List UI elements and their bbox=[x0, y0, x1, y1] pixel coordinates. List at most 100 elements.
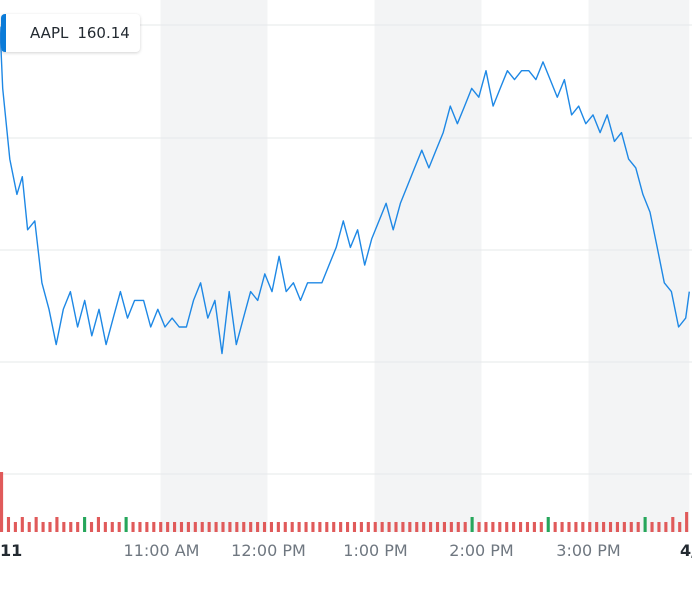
volume-bar bbox=[41, 522, 45, 532]
volume-bar bbox=[228, 522, 232, 532]
volume-bar bbox=[346, 522, 350, 532]
volume-bar bbox=[159, 522, 163, 532]
volume-bar bbox=[539, 522, 543, 532]
volume-bar bbox=[235, 522, 239, 532]
volume-bar bbox=[166, 522, 170, 532]
volume-bar bbox=[186, 522, 190, 532]
price-badge: AAPL 160.14 bbox=[1, 14, 140, 52]
volume-bar bbox=[214, 522, 218, 532]
volume-bar bbox=[103, 522, 107, 532]
volume-bar bbox=[608, 522, 613, 532]
volume-bar bbox=[484, 522, 488, 532]
volume-bar bbox=[193, 522, 197, 532]
volume-bar bbox=[449, 522, 453, 532]
volume-bar bbox=[352, 522, 357, 532]
volume-bar bbox=[152, 522, 156, 532]
volume-bar bbox=[512, 522, 516, 532]
volume-bar bbox=[256, 522, 260, 532]
volume-bar bbox=[117, 522, 121, 532]
time-band-1 bbox=[374, 0, 482, 532]
volume-bar bbox=[173, 522, 177, 532]
volume-bar bbox=[442, 522, 446, 532]
volume-bar bbox=[27, 522, 31, 532]
volume-bar bbox=[96, 517, 100, 532]
volume-bar bbox=[664, 522, 668, 532]
volume-bar bbox=[373, 522, 377, 532]
x-tick-label: 3:00 PM bbox=[556, 541, 621, 560]
volume-bar bbox=[138, 522, 142, 532]
series-swatch bbox=[1, 14, 6, 52]
volume-bar bbox=[491, 522, 495, 532]
volume-bar bbox=[124, 517, 128, 532]
volume-bar bbox=[435, 522, 440, 532]
volume-bar bbox=[678, 522, 682, 532]
volume-bar bbox=[269, 522, 273, 532]
volume-bar bbox=[643, 517, 647, 532]
x-tick-label: 2:00 PM bbox=[449, 541, 514, 560]
volume-bar bbox=[650, 522, 654, 532]
volume-bar bbox=[69, 522, 73, 532]
volume-bar bbox=[685, 512, 689, 532]
volume-bar bbox=[429, 522, 433, 532]
volume-bar bbox=[366, 522, 370, 532]
volume-bar bbox=[221, 522, 225, 532]
volume-bar bbox=[0, 472, 4, 532]
time-band-0 bbox=[160, 0, 268, 532]
volume-bar bbox=[408, 522, 412, 532]
volume-bar bbox=[283, 522, 287, 532]
volume-bar bbox=[532, 522, 536, 532]
volume-bar bbox=[657, 522, 661, 532]
volume-bar bbox=[546, 517, 550, 532]
volume-bar bbox=[55, 517, 59, 532]
volume-bar bbox=[422, 522, 426, 532]
volume-bar bbox=[553, 522, 557, 532]
volume-bar bbox=[615, 522, 619, 532]
volume-bar bbox=[622, 522, 626, 532]
volume-bar bbox=[560, 522, 564, 532]
volume-bar bbox=[207, 522, 211, 532]
volume-bar bbox=[62, 522, 66, 532]
volume-bar bbox=[110, 522, 114, 532]
x-tick-label: 12:00 PM bbox=[231, 541, 306, 560]
volume-bar bbox=[83, 517, 87, 532]
volume-bar bbox=[34, 517, 38, 532]
volume-bar bbox=[470, 517, 474, 532]
volume-bar bbox=[89, 522, 94, 532]
volume-bar bbox=[359, 522, 363, 532]
badge-symbol: AAPL bbox=[30, 24, 69, 42]
volume-bar bbox=[13, 522, 17, 532]
volume-bar bbox=[567, 522, 571, 532]
volume-bar bbox=[456, 522, 460, 532]
volume-bar bbox=[602, 522, 606, 532]
volume-bar bbox=[318, 522, 322, 532]
volume-bar bbox=[179, 522, 184, 532]
volume-bar bbox=[629, 522, 633, 532]
volume-bar bbox=[262, 522, 267, 532]
volume-bar bbox=[394, 522, 398, 532]
volume-bar bbox=[290, 522, 294, 532]
volume-bar bbox=[671, 517, 675, 532]
volume-bar bbox=[276, 522, 280, 532]
volume-bar bbox=[387, 522, 391, 532]
x-tick-label: 11:00 AM bbox=[123, 541, 200, 560]
volume-bar bbox=[145, 522, 149, 532]
x-tick-label: 4/ bbox=[680, 541, 692, 560]
volume-bar bbox=[297, 522, 301, 532]
volume-bar bbox=[574, 522, 578, 532]
volume-bar bbox=[311, 522, 315, 532]
volume-bar bbox=[131, 522, 135, 532]
volume-bar bbox=[304, 522, 308, 532]
volume-bar bbox=[401, 522, 405, 532]
volume-bar bbox=[200, 522, 204, 532]
volume-bar bbox=[519, 522, 523, 532]
volume-bar bbox=[525, 522, 530, 532]
x-tick-label: 1:00 PM bbox=[343, 541, 408, 560]
volume-bar bbox=[76, 522, 80, 532]
volume-bar bbox=[332, 522, 336, 532]
volume-bar bbox=[415, 522, 419, 532]
x-tick-label: 11 bbox=[0, 541, 23, 560]
volume-bar bbox=[505, 522, 509, 532]
volume-bar bbox=[249, 522, 253, 532]
volume-bar bbox=[380, 522, 384, 532]
